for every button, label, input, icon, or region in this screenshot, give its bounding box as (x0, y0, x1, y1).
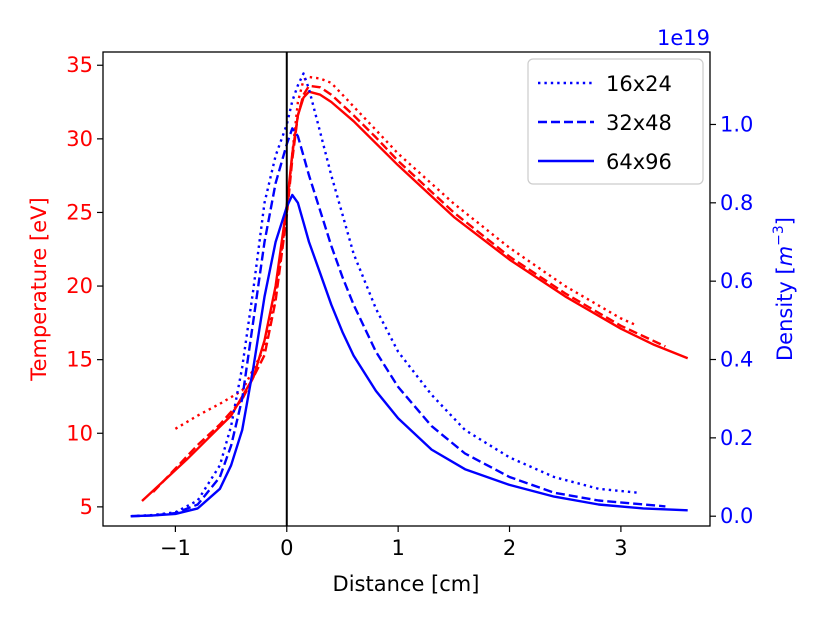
x-tick-label: −1 (160, 536, 191, 560)
right-tick-label: 0.8 (720, 191, 753, 215)
right-tick-label: 0.0 (720, 504, 753, 528)
right-axis-label: Density [m−3] (771, 217, 797, 361)
legend: 16x24 32x48 64x96 (527, 58, 704, 185)
series-line-density-16x24 (130, 72, 638, 518)
right-tick-label: 0.4 (720, 348, 753, 372)
left-tick-label: 30 (66, 127, 93, 151)
right-axis-offset-label: 1e19 (657, 26, 710, 50)
right-tick-label: 1.0 (720, 112, 753, 136)
legend-label-64x96: 64x96 (606, 150, 672, 174)
right-axis-label-exponent: −3 (771, 225, 787, 246)
right-tick-label: 0.2 (720, 426, 753, 450)
right-tick-label: 0.6 (720, 269, 753, 293)
right-axis-label-suffix: ] (773, 217, 797, 225)
left-tick-label: 15 (66, 348, 93, 372)
legend-label-32x48: 32x48 (606, 111, 672, 135)
right-axis-label-prefix: Density [ (773, 266, 797, 361)
left-tick-label: 35 (66, 53, 93, 77)
left-tick-label: 5 (80, 495, 93, 519)
left-axis-label: Temperature [eV] (27, 197, 51, 381)
left-tick-label: 25 (66, 200, 93, 224)
series-line-temperature-32x48 (152, 84, 666, 493)
x-axis-ticks: −1 0 1 2 3 (160, 526, 628, 560)
series-line-temperature-64x96 (141, 90, 689, 502)
right-axis-ticks: 0.0 0.2 0.4 0.6 0.8 1.0 (710, 112, 753, 528)
plot-lines (130, 72, 689, 518)
x-axis-label: Distance [cm] (333, 572, 480, 596)
legend-box (527, 58, 704, 185)
x-tick-label: 2 (503, 536, 516, 560)
left-tick-label: 20 (66, 274, 93, 298)
x-tick-label: 3 (614, 536, 627, 560)
series-line-density-32x48 (130, 127, 666, 518)
left-axis-ticks: 5 10 15 20 25 30 35 (66, 53, 103, 519)
right-axis-label-unit: m (773, 246, 797, 266)
series-line-density-64x96 (130, 193, 688, 518)
left-tick-label: 10 (66, 421, 93, 445)
x-tick-label: 1 (391, 536, 404, 560)
plot-frame (102, 51, 711, 527)
legend-label-16x24: 16x24 (606, 72, 672, 96)
x-tick-label: 0 (280, 536, 293, 560)
